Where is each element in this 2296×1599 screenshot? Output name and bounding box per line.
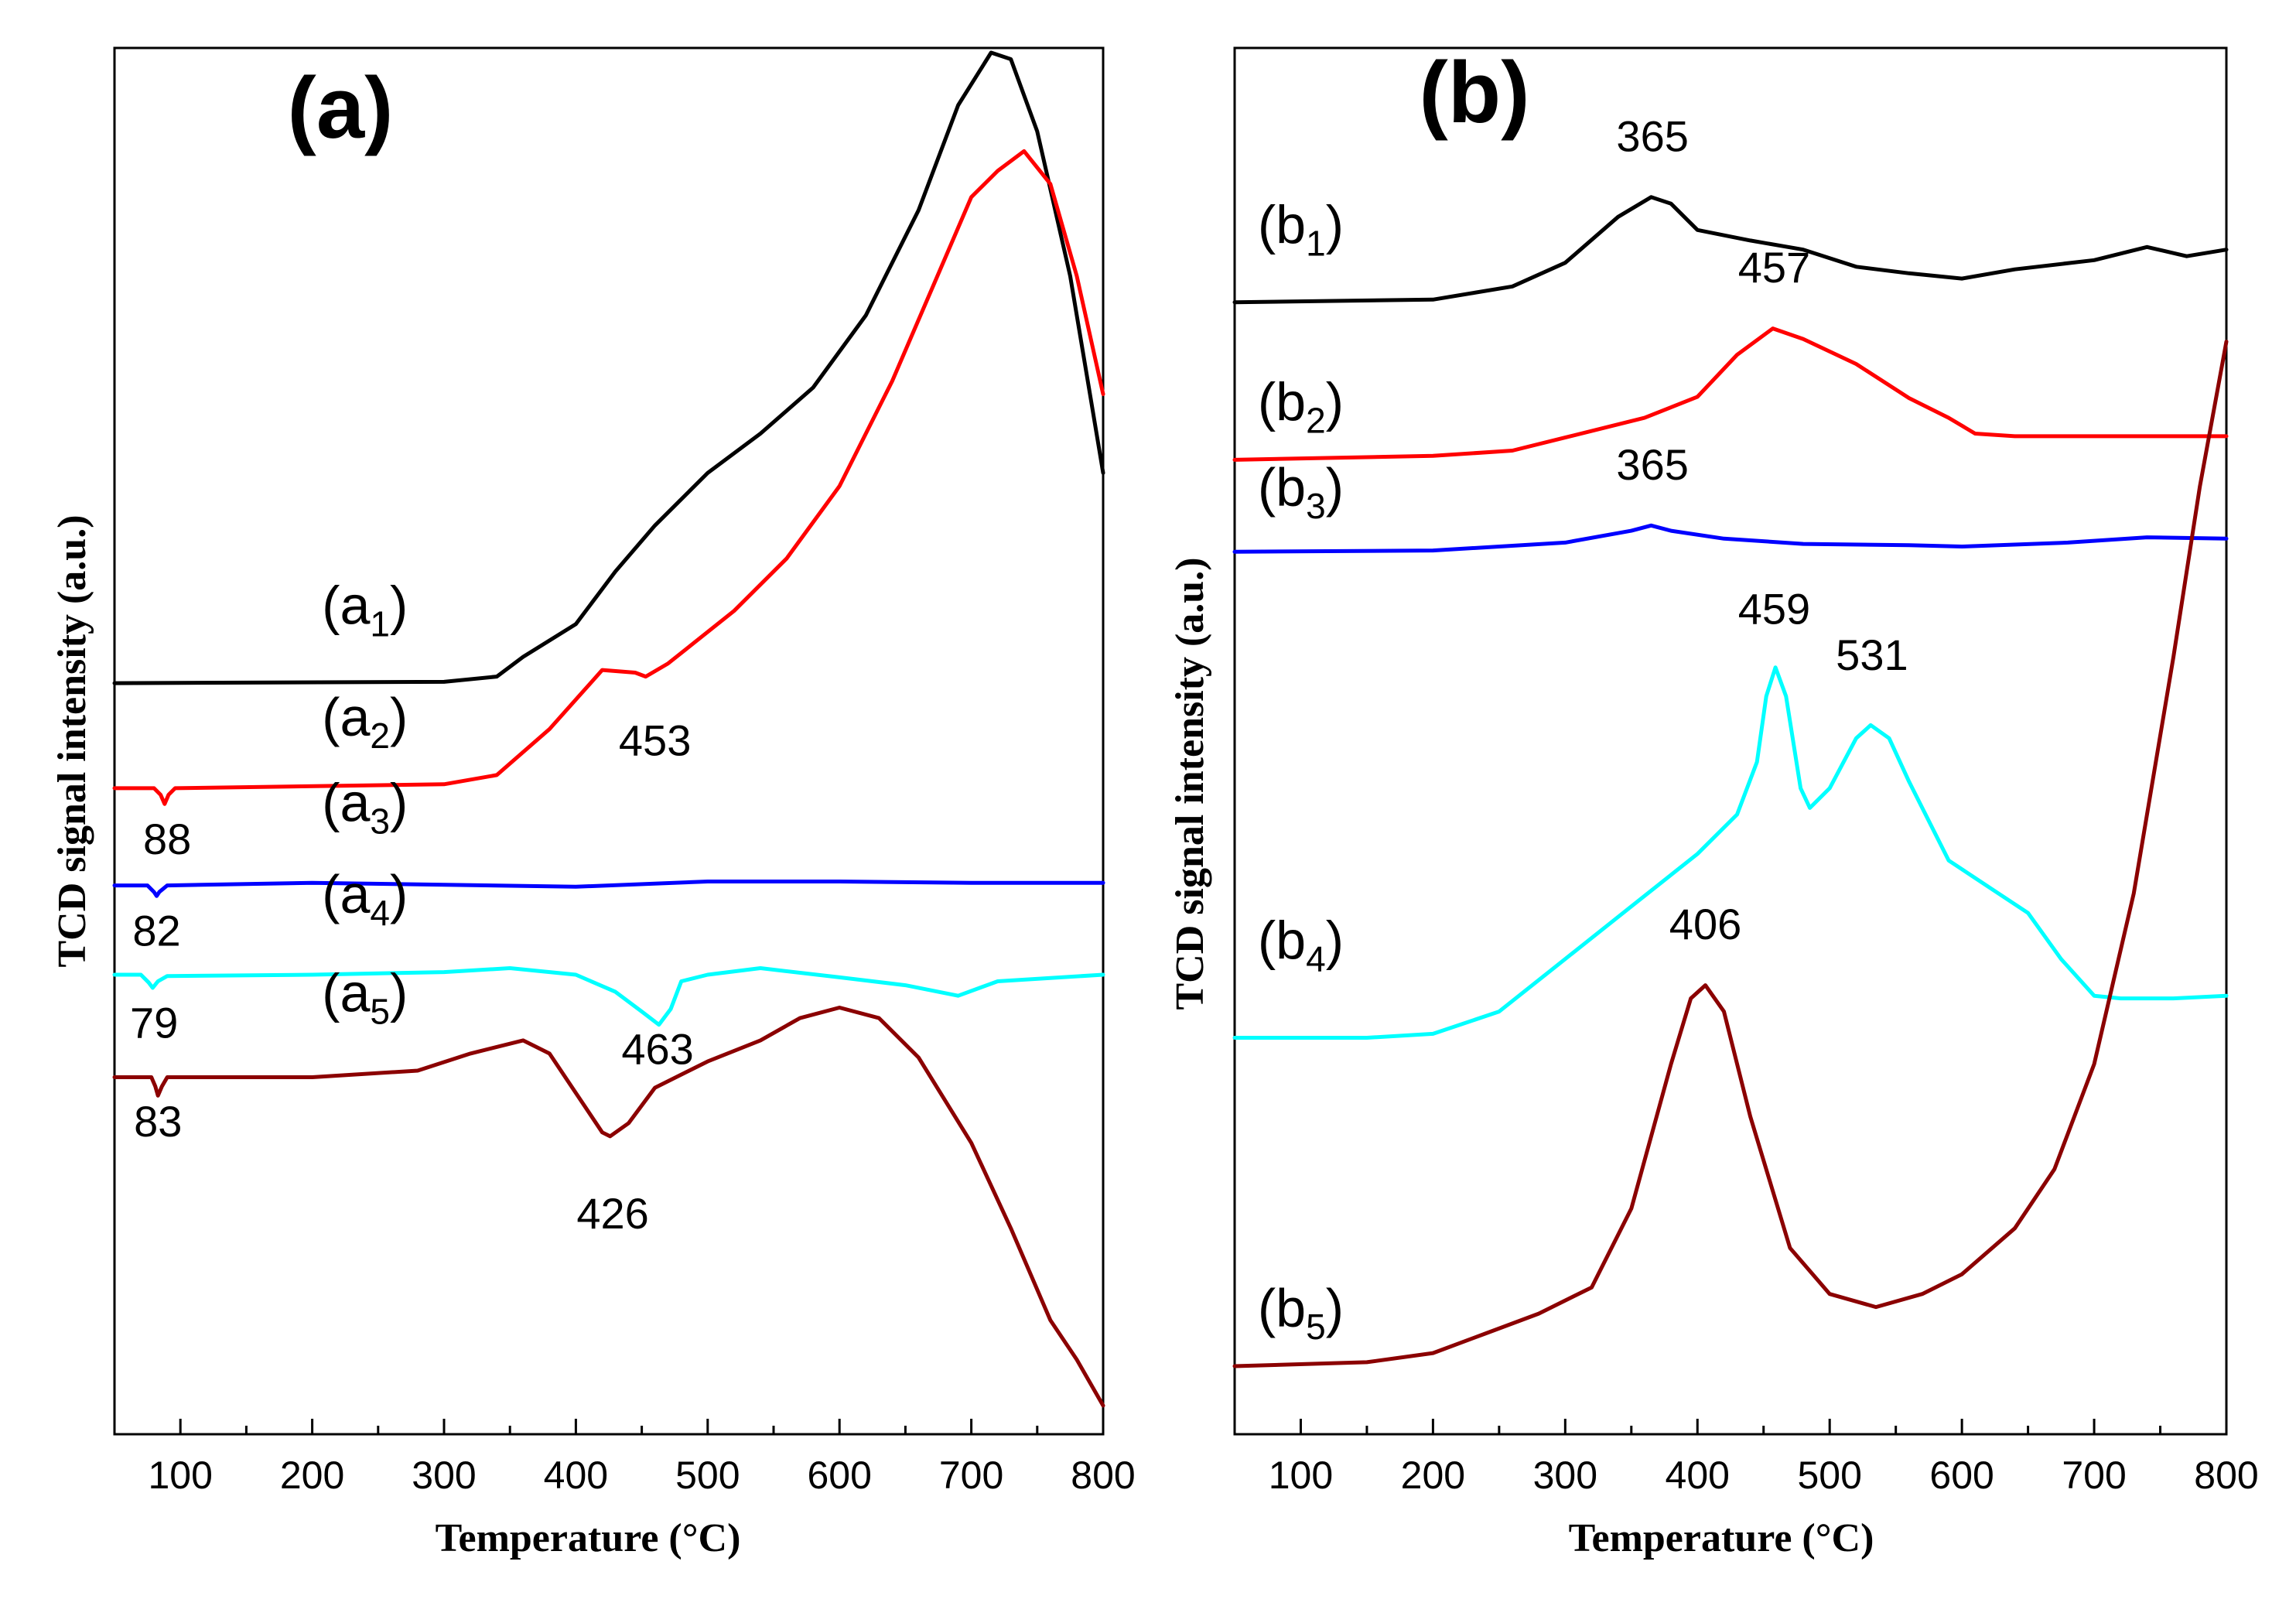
annotation-b-531: 531 [1836, 630, 1908, 679]
tick-label-600-a: 600 [807, 1454, 871, 1497]
panel-b: (b) TCD signal intensity (a.u.) Temperat… [1168, 44, 2259, 1560]
tick-label-200-a: 200 [280, 1454, 344, 1497]
annotation-a-426: 426 [576, 1189, 648, 1238]
annotation-b-459: 459 [1738, 585, 1810, 634]
tick-label-500-a: 500 [675, 1454, 740, 1497]
x-ticks-a: 100 200 300 400 500 600 700 800 [148, 1419, 1136, 1497]
series-a [112, 50, 1105, 1408]
tick-label-700-a: 700 [939, 1454, 1003, 1497]
series-line-a3 [112, 880, 1105, 898]
series-line-b2 [1232, 326, 2229, 462]
tick-label-700-b: 700 [2062, 1454, 2126, 1497]
tick-label-100-a: 100 [148, 1454, 212, 1497]
annotation-a-82: 82 [132, 907, 180, 955]
series-label-a3: (a3) [322, 772, 408, 841]
tick-label-400-b: 400 [1666, 1454, 1730, 1497]
series-line-a4 [112, 966, 1105, 1027]
panel-label-a: (a) [288, 60, 394, 156]
series-line-a1 [112, 50, 1105, 685]
tick-label-600-b: 600 [1929, 1454, 1994, 1497]
tick-label-800-a: 800 [1071, 1454, 1135, 1497]
annotations-b: 365 457 365 459 531 406 [1616, 111, 1908, 948]
annotations-a: 453 88 82 79 463 83 426 [130, 716, 694, 1237]
series-label-b5: (b5) [1258, 1278, 1344, 1347]
annotation-a-83: 83 [134, 1097, 182, 1146]
tick-label-400-a: 400 [544, 1454, 608, 1497]
plot-frame-a [113, 46, 1105, 1436]
series-line-b5 [1232, 340, 2229, 1368]
series-b [1232, 195, 2229, 1368]
series-labels-b: (b1) (b2) (b3) (b4) (b5) [1258, 194, 1344, 1347]
panel-a: (a) TCD signal intensity (a.u.) Temperat… [50, 46, 1136, 1560]
tick-label-300-b: 300 [1533, 1454, 1597, 1497]
tick-label-200-b: 200 [1401, 1454, 1465, 1497]
series-label-b1: (b1) [1258, 194, 1344, 263]
annotation-a-79: 79 [130, 999, 178, 1047]
series-label-b4: (b4) [1258, 911, 1344, 979]
x-axis-title-b: Temperature (°C) [1569, 1516, 1874, 1560]
series-label-a5: (a5) [322, 963, 408, 1032]
x-axis-title-a: Temperature (°C) [436, 1516, 741, 1560]
series-label-b2: (b2) [1258, 371, 1344, 440]
series-labels-a: (a1) (a2) (a3) (a4) (a5) [322, 576, 408, 1032]
annotation-a-463: 463 [621, 1025, 693, 1074]
tick-label-500-b: 500 [1797, 1454, 1861, 1497]
tick-label-300-a: 300 [412, 1454, 476, 1497]
annotation-b-365: 365 [1616, 111, 1688, 160]
annotation-b-406: 406 [1669, 900, 1741, 948]
series-line-b3 [1232, 523, 2229, 554]
series-line-b1 [1232, 195, 2229, 305]
tick-label-800-b: 800 [2194, 1454, 2258, 1497]
series-label-a1: (a1) [322, 576, 408, 644]
series-label-b3: (b3) [1258, 457, 1344, 526]
x-ticks-b: 100 200 300 400 500 600 700 800 [1269, 1419, 2259, 1497]
tick-label-100-b: 100 [1269, 1454, 1333, 1497]
annotation-b-365: 365 [1616, 440, 1688, 489]
y-axis-title-a: TCD signal intensity (a.u.) [50, 514, 94, 967]
annotation-a-453: 453 [619, 716, 691, 764]
series-line-a2 [112, 149, 1105, 806]
series-line-b4 [1232, 665, 2229, 1040]
annotation-a-88: 88 [143, 815, 191, 863]
series-label-a2: (a2) [322, 687, 408, 756]
plot-frame-b [1233, 46, 2228, 1436]
panel-label-b: (b) [1419, 44, 1529, 141]
series-line-a5 [112, 1006, 1105, 1408]
annotation-b-457: 457 [1738, 243, 1810, 292]
series-label-a4: (a4) [322, 864, 408, 933]
y-axis-title-b: TCD signal intensity (a.u.) [1168, 557, 1212, 1010]
